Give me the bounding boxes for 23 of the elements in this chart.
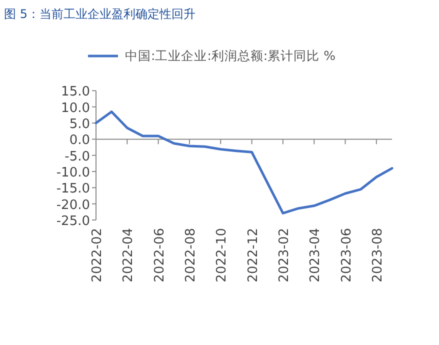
x-tick-label: 2022-08 <box>183 228 198 282</box>
y-tick-label: -20.0 <box>56 198 90 213</box>
chart-title: 图 5：当前工业企业盈利确定性回升 <box>4 7 196 21</box>
y-tick-label: -5.0 <box>64 149 90 164</box>
legend: 中国:工业企业:利润总额:累计同比 % <box>88 48 336 63</box>
y-tick-label: 5.0 <box>69 117 90 132</box>
y-tick-label: -15.0 <box>56 182 90 197</box>
y-tick-label: 10.0 <box>61 100 90 116</box>
legend-label: 中国:工业企业:利润总额:累计同比 % <box>125 48 336 63</box>
x-tick-label: 2023-06 <box>339 228 354 282</box>
y-tick-label: -10.0 <box>56 166 90 181</box>
x-tick-label: 2022-04 <box>121 228 136 282</box>
x-tick-label: 2022-06 <box>152 228 168 282</box>
x-tick-label: 2022-02 <box>90 228 105 282</box>
y-tick-label: -25.0 <box>56 214 90 229</box>
line-series <box>94 110 394 214</box>
x-tick-label: 2023-02 <box>276 228 292 282</box>
y-tick-label: 0.0 <box>69 133 90 148</box>
x-tick-label: 2022-12 <box>246 228 261 282</box>
y-tick-label: 15.0 <box>61 84 90 100</box>
x-tick-label: 2023-08 <box>370 228 386 282</box>
x-tick-label: 2022-10 <box>214 228 230 282</box>
x-tick-label: 2023-04 <box>308 228 324 282</box>
